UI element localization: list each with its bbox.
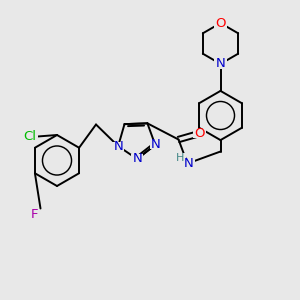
Bar bbox=[183, 159, 195, 168]
Text: N: N bbox=[132, 152, 142, 166]
Text: N: N bbox=[113, 140, 123, 153]
Text: Cl: Cl bbox=[23, 130, 37, 143]
Text: O: O bbox=[215, 16, 226, 30]
Bar bbox=[30, 210, 39, 219]
Text: O: O bbox=[194, 127, 205, 140]
Text: F: F bbox=[31, 208, 38, 221]
Text: N: N bbox=[150, 138, 160, 152]
Bar bbox=[22, 132, 38, 141]
Text: N: N bbox=[184, 157, 194, 170]
Bar bbox=[214, 18, 227, 28]
Text: N: N bbox=[216, 57, 225, 70]
Bar bbox=[112, 142, 124, 151]
Bar bbox=[149, 140, 161, 149]
Bar bbox=[174, 153, 186, 163]
Text: H: H bbox=[176, 153, 184, 163]
Bar bbox=[214, 59, 227, 69]
Bar bbox=[193, 129, 206, 138]
Bar bbox=[131, 154, 143, 164]
